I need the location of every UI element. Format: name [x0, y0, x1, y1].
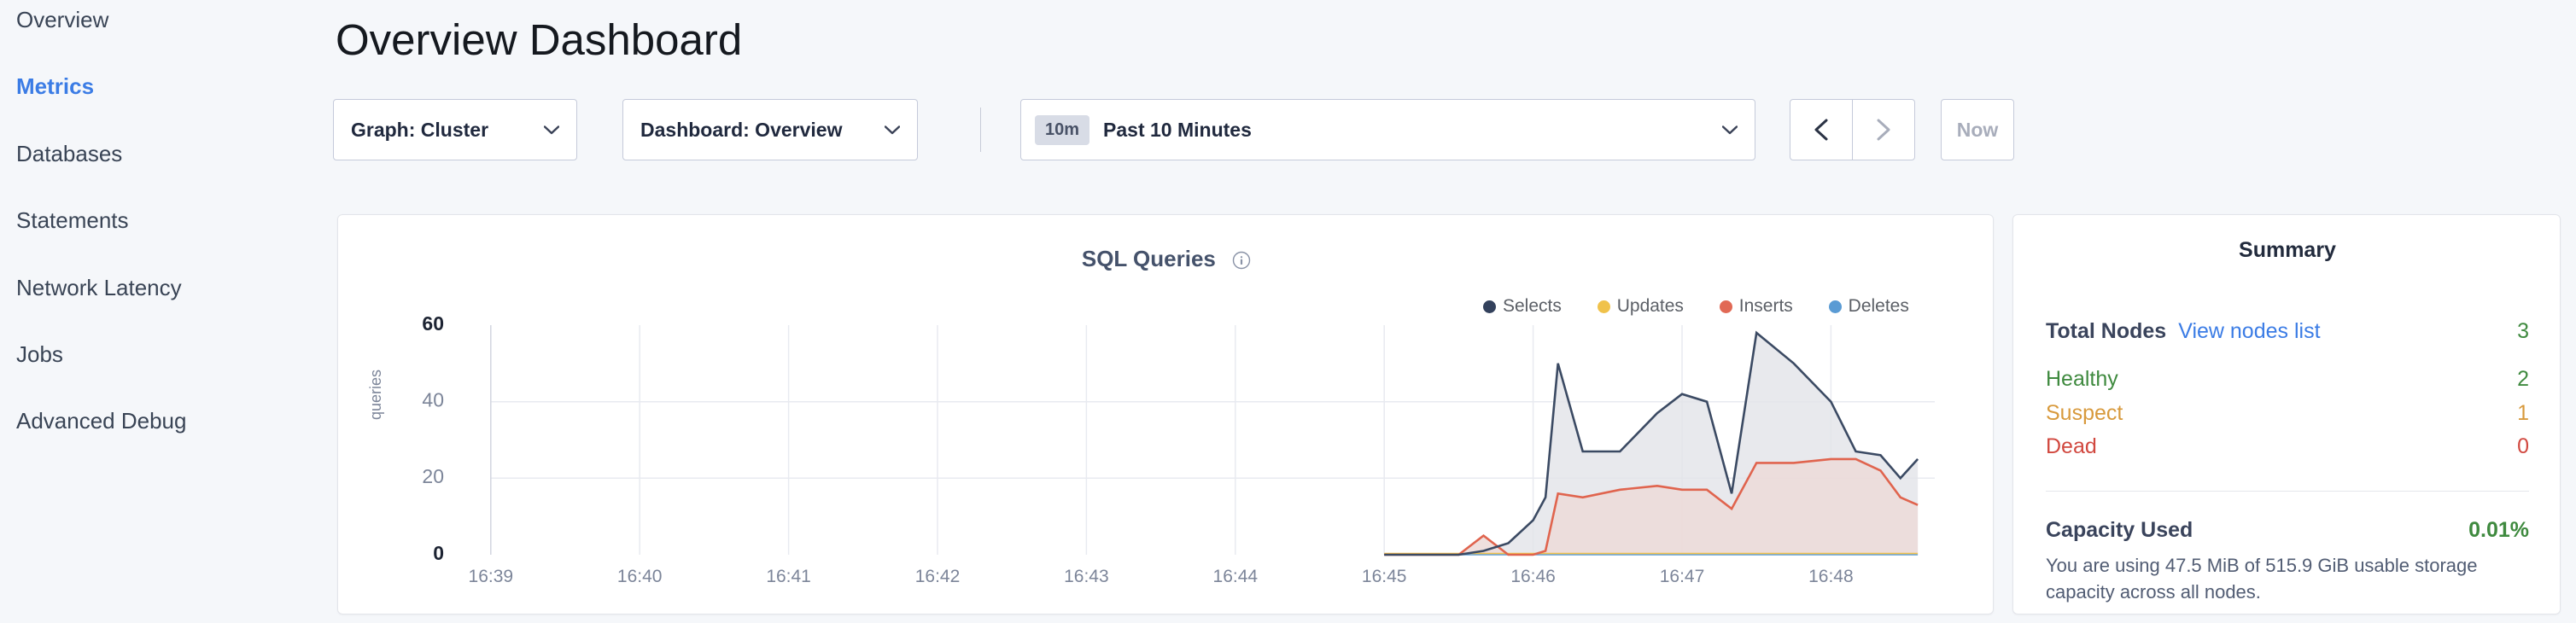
svg-text:16:43: 16:43: [1064, 567, 1109, 586]
svg-text:16:47: 16:47: [1660, 567, 1705, 586]
svg-text:16:45: 16:45: [1362, 567, 1407, 586]
svg-text:20: 20: [422, 465, 444, 487]
svg-text:16:44: 16:44: [1213, 567, 1259, 586]
svg-text:16:42: 16:42: [915, 567, 961, 586]
svg-text:0: 0: [433, 542, 444, 564]
svg-text:16:48: 16:48: [1808, 567, 1854, 586]
svg-text:40: 40: [422, 389, 444, 411]
svg-text:16:40: 16:40: [617, 567, 663, 586]
svg-text:16:41: 16:41: [766, 567, 811, 586]
svg-text:60: 60: [422, 312, 444, 335]
svg-text:16:46: 16:46: [1510, 567, 1556, 586]
svg-text:16:39: 16:39: [469, 567, 514, 586]
